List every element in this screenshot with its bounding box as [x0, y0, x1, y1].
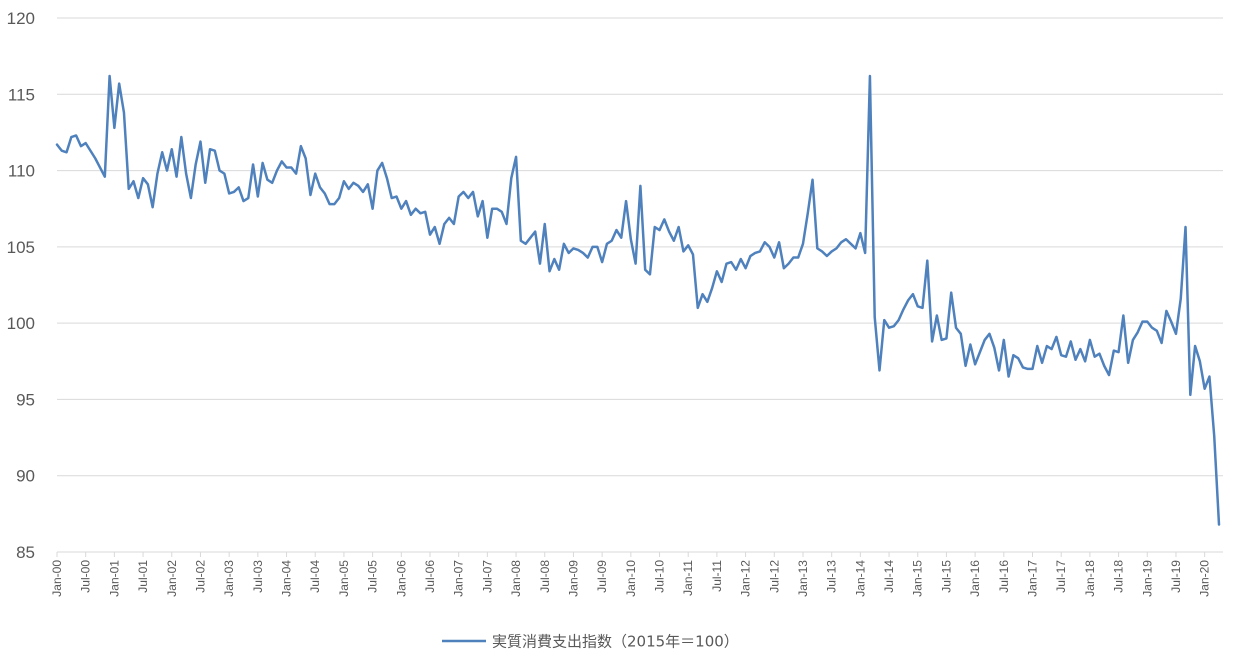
y-tick-label: 100 [7, 314, 35, 333]
x-tick-label: Jul-04 [308, 560, 322, 593]
y-tick-label: 95 [16, 390, 35, 409]
x-tick-label: Jan-03 [222, 560, 236, 597]
x-tick-label: Jan-01 [107, 560, 121, 597]
x-tick-label: Jan-08 [509, 560, 523, 597]
x-tick-label: Jul-14 [882, 560, 896, 593]
x-tick-label: Jul-17 [1054, 560, 1068, 593]
y-tick-label: 105 [7, 238, 35, 257]
x-tick-label: Jan-06 [394, 560, 408, 597]
x-tick-label: Jul-15 [939, 560, 953, 593]
x-axis-labels: Jan-00 Jul-00 Jan-01 Jul-01 Jan-02 Jul-02 Jan-… [50, 560, 1212, 597]
x-tick-label: Jul-05 [366, 560, 380, 593]
y-tick-label: 85 [16, 543, 35, 562]
x-tick-label: Jan-12 [739, 560, 753, 597]
x-tick-label: Jul-03 [251, 560, 265, 593]
y-tick-label: 90 [16, 467, 35, 486]
x-tick-label: Jul-18 [1112, 560, 1126, 593]
series-line [55, 74, 1221, 526]
x-tick-label: Jul-08 [538, 560, 552, 593]
x-tick-label: Jul-00 [79, 560, 93, 593]
x-tick-label: Jul-02 [193, 560, 207, 593]
x-tick-label: Jan-11 [681, 560, 695, 596]
legend-label: 実質消費支出指数（2015年＝100） [492, 633, 739, 651]
gridlines [57, 17, 1223, 477]
x-tick-label: Jan-14 [853, 560, 867, 597]
x-tick-label: Jan-07 [452, 560, 466, 597]
x-tick-label: Jan-13 [796, 560, 810, 597]
x-tick-label: Jul-09 [595, 560, 609, 593]
x-tick-label: Jan-19 [1140, 560, 1154, 597]
y-tick-label: 120 [7, 9, 35, 28]
x-axis-ticks [56, 552, 1206, 557]
x-tick-label: Jul-01 [136, 560, 150, 593]
x-tick-label: Jul-10 [653, 560, 667, 593]
x-tick-label: Jul-07 [480, 560, 494, 593]
legend: 実質消費支出指数（2015年＝100） [442, 633, 739, 651]
x-tick-label: Jan-20 [1198, 560, 1212, 597]
x-tick-label: Jan-15 [911, 560, 925, 597]
x-tick-label: Jul-06 [423, 560, 437, 593]
x-tick-label: Jul-19 [1169, 560, 1183, 593]
y-axis-labels: 85 90 95 100 105 110 115 120 [7, 9, 35, 562]
x-tick-label: Jul-13 [825, 560, 839, 593]
x-tick-label: Jan-00 [50, 560, 64, 597]
x-tick-label: Jul-12 [767, 560, 781, 593]
x-tick-label: Jan-02 [165, 560, 179, 597]
y-tick-label: 115 [8, 85, 35, 104]
x-tick-label: Jan-05 [337, 560, 351, 597]
y-tick-label: 110 [8, 162, 35, 181]
x-tick-label: Jan-16 [968, 560, 982, 597]
x-tick-label: Jan-04 [280, 560, 294, 597]
x-tick-label: Jan-17 [1026, 560, 1040, 597]
x-tick-label: Jan-18 [1083, 560, 1097, 597]
x-tick-label: Jul-16 [997, 560, 1011, 593]
x-tick-label: Jan-10 [624, 560, 638, 597]
x-tick-label: Jan-09 [566, 560, 580, 597]
x-tick-label: Jul-11 [710, 560, 724, 592]
